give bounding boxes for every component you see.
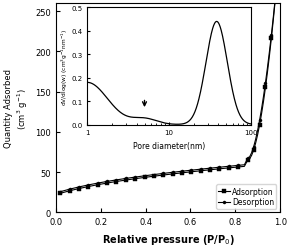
Desorption xyxy=(77,186,81,189)
Adsorption xyxy=(239,166,243,168)
Desorption xyxy=(233,164,237,168)
Adsorption xyxy=(77,187,81,190)
Adsorption xyxy=(233,166,237,169)
Line: Desorption: Desorption xyxy=(59,0,277,194)
Desorption xyxy=(58,190,62,194)
Desorption xyxy=(239,164,243,167)
Adsorption xyxy=(243,165,246,168)
Adsorption xyxy=(258,124,261,127)
Line: Adsorption: Adsorption xyxy=(59,0,277,195)
Legend: Adsorption, Desorption: Adsorption, Desorption xyxy=(216,185,276,209)
Desorption xyxy=(248,156,251,158)
Y-axis label: Quantity Adsorbed
(cm$^3$ g$^{-1}$): Quantity Adsorbed (cm$^3$ g$^{-1}$) xyxy=(4,69,30,148)
Desorption xyxy=(258,120,261,122)
Adsorption xyxy=(248,158,251,160)
X-axis label: Relative pressure (P/P$_0$): Relative pressure (P/P$_0$) xyxy=(102,232,235,246)
Adsorption xyxy=(274,0,277,2)
Desorption xyxy=(243,164,246,166)
Adsorption xyxy=(58,192,62,195)
